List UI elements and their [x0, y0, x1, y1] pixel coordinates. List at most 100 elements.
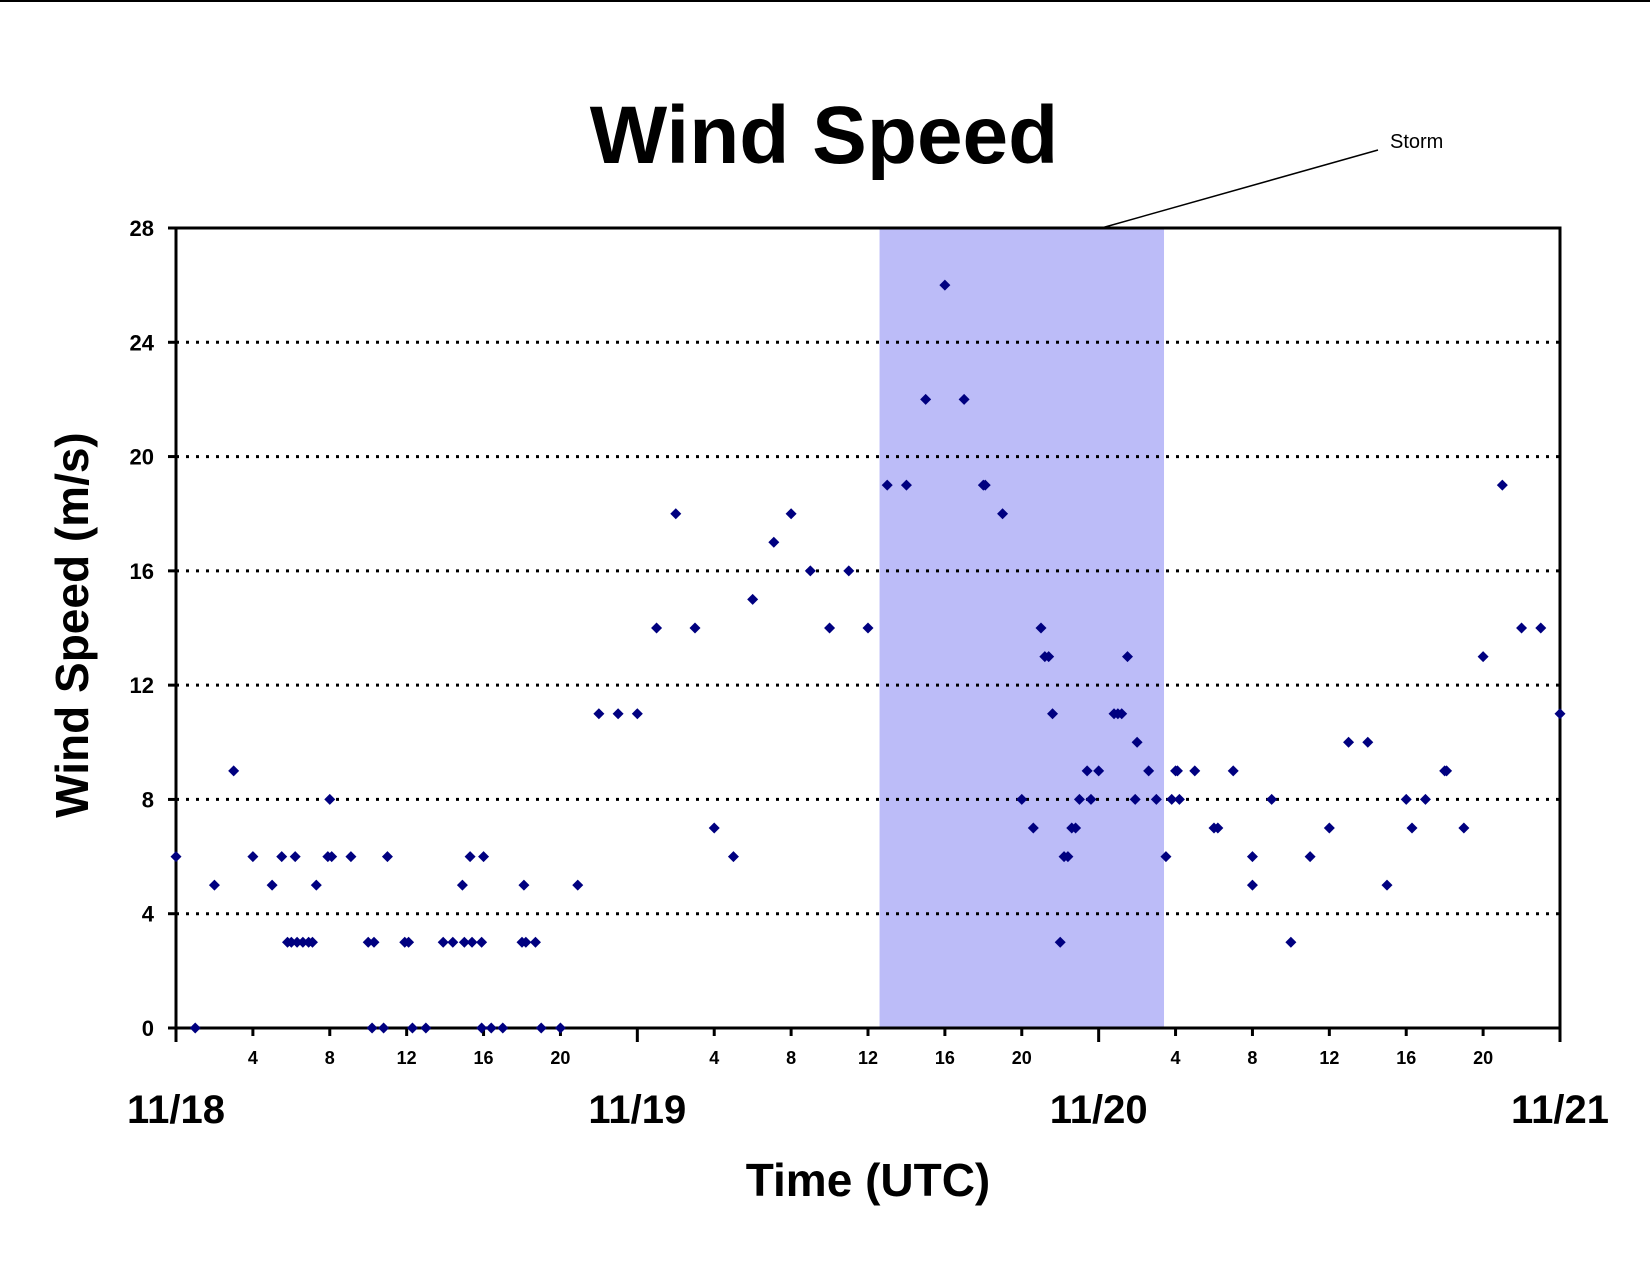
data-point: [1016, 793, 1028, 805]
data-point: [378, 1022, 390, 1034]
y-tick-label: 4: [142, 902, 155, 927]
x-tick-label: 8: [325, 1048, 335, 1068]
data-point: [1093, 765, 1105, 777]
data-point: [1246, 851, 1258, 863]
data-point: [979, 479, 991, 491]
storm-shading: [879, 228, 1165, 1028]
data-point: [476, 1022, 488, 1034]
x-tick-label: 16: [935, 1048, 955, 1068]
data-point: [529, 936, 541, 948]
data-point: [670, 508, 682, 520]
data-point: [208, 879, 220, 891]
x-tick-label: 8: [1247, 1048, 1257, 1068]
data-point: [1285, 936, 1297, 948]
x-tick-label: 12: [397, 1048, 417, 1068]
data-point: [1304, 851, 1316, 863]
x-tick-label: 20: [550, 1048, 570, 1068]
data-point: [920, 393, 932, 405]
data-point: [1173, 793, 1185, 805]
data-point: [1027, 822, 1039, 834]
data-point: [447, 936, 459, 948]
data-point: [1246, 879, 1258, 891]
data-point: [1047, 708, 1059, 720]
data-point: [485, 1022, 497, 1034]
x-tick-label: 4: [709, 1048, 719, 1068]
x-tick-label: 8: [786, 1048, 796, 1068]
x-tick-label: 20: [1473, 1048, 1493, 1068]
data-point: [456, 879, 468, 891]
data-point: [900, 479, 912, 491]
data-point: [1116, 708, 1128, 720]
data-point: [1189, 765, 1201, 777]
data-point: [1212, 822, 1224, 834]
day-label: 11/19: [588, 1088, 686, 1132]
data-point: [1496, 479, 1508, 491]
data-point: [228, 765, 240, 777]
data-point: [266, 879, 278, 891]
data-point: [420, 1022, 432, 1034]
x-tick-label: 4: [248, 1048, 258, 1068]
data-point: [1343, 736, 1355, 748]
data-point: [572, 879, 584, 891]
data-point: [368, 936, 380, 948]
data-point: [881, 479, 893, 491]
plot-area: 0 4 8 12 16 20 24 28 4 8 12 16 20 4 8 12 16 20 4 8 12 16 20 11/…: [127, 131, 1609, 1132]
y-tick-label: 20: [130, 445, 154, 470]
data-point: [345, 851, 357, 863]
y-axis-title: Wind Speed (m/s): [46, 432, 98, 818]
x-tick-label: 4: [1171, 1048, 1181, 1068]
data-point: [476, 936, 488, 948]
data-point: [458, 936, 470, 948]
data-point: [1381, 879, 1393, 891]
data-point: [862, 622, 874, 634]
data-point: [285, 936, 297, 948]
data-point: [1085, 793, 1097, 805]
data-point: [1516, 622, 1528, 634]
data-point: [310, 879, 322, 891]
data-point: [291, 936, 303, 948]
data-point: [1160, 851, 1172, 863]
data-point: [464, 851, 476, 863]
data-point: [1166, 793, 1178, 805]
data-point: [1441, 765, 1453, 777]
y-tick-label: 12: [130, 673, 154, 698]
data-point: [727, 851, 739, 863]
data-point: [689, 622, 701, 634]
data-point: [612, 708, 624, 720]
data-point: [1554, 708, 1566, 720]
data-point: [466, 936, 478, 948]
day-label: 11/21: [1511, 1088, 1609, 1132]
data-point: [276, 851, 288, 863]
data-point: [1419, 793, 1431, 805]
data-point: [366, 1022, 378, 1034]
data-point: [437, 936, 449, 948]
data-point: [324, 793, 336, 805]
data-point: [1406, 822, 1418, 834]
data-point: [997, 508, 1009, 520]
storm-label: Storm: [1390, 131, 1443, 153]
day-label: 11/18: [127, 1088, 225, 1132]
y-tick-label: 28: [130, 216, 154, 241]
data-point: [518, 879, 530, 891]
data-point: [958, 393, 970, 405]
data-point: [1129, 793, 1141, 805]
data-point: [406, 1022, 418, 1034]
data-point: [1477, 651, 1489, 663]
data-point: [1035, 622, 1047, 634]
data-point: [306, 936, 318, 948]
data-point: [362, 936, 374, 948]
data-point: [593, 708, 605, 720]
data-point: [804, 565, 816, 577]
data-point: [1143, 765, 1155, 777]
data-point: [1073, 793, 1085, 805]
data-point: [1400, 793, 1412, 805]
data-point: [1043, 651, 1055, 663]
data-point: [403, 936, 415, 948]
data-point: [708, 822, 720, 834]
data-point: [189, 1022, 201, 1034]
x-tick-label: 12: [858, 1048, 878, 1068]
data-point: [651, 622, 663, 634]
data-point: [843, 565, 855, 577]
y-tick-label: 16: [130, 559, 154, 584]
